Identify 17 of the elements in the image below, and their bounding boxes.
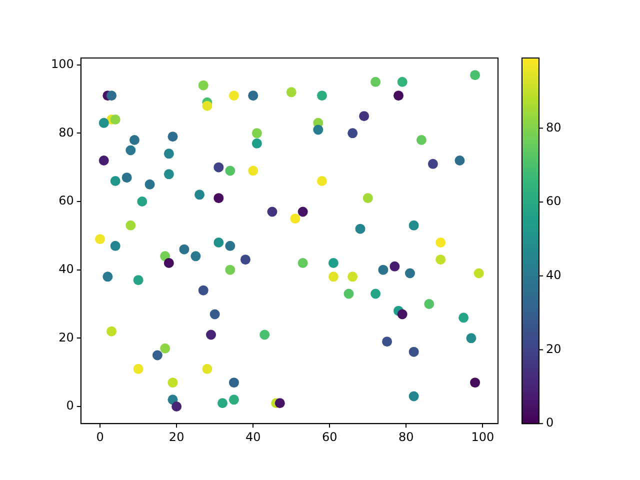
x-tick-label: 20 — [168, 430, 184, 444]
y-tick-label: 40 — [58, 262, 74, 276]
color-bar-label: 40 — [546, 268, 562, 282]
y-tick-label: 80 — [58, 125, 74, 140]
x-tick-label: 100 — [471, 430, 494, 444]
x-tick-label: 0 — [96, 430, 104, 444]
y-tick-label: 60 — [58, 194, 74, 208]
x-tick-label: 40 — [245, 430, 261, 444]
y-tick-label: 100 — [51, 56, 74, 71]
y-tick-label: 20 — [58, 330, 74, 344]
color-bar-label: 20 — [546, 342, 562, 356]
x-tick-label: 80 — [398, 430, 414, 444]
color-bar-label: 0 — [546, 416, 554, 430]
y-tick-label: 0 — [66, 398, 74, 413]
color-bar-label: 60 — [546, 194, 562, 208]
color-bar-label: 80 — [546, 120, 562, 134]
x-tick-label: 60 — [322, 430, 338, 444]
